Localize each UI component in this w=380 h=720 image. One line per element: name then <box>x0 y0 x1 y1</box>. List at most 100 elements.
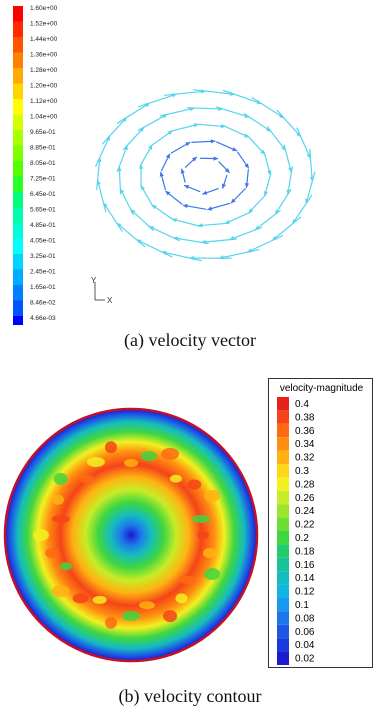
vector-arrow <box>274 188 292 215</box>
scale-swatch <box>13 161 23 177</box>
contour-patch <box>92 595 107 604</box>
vector-arrow <box>102 116 128 145</box>
scale-swatch <box>13 114 23 130</box>
vector-arrowhead <box>229 236 235 241</box>
legend-label: 0.06 <box>295 627 315 638</box>
scale-label: 8.85e-01 <box>30 145 56 152</box>
vector-arrow <box>215 106 250 118</box>
legend-swatch <box>277 410 289 424</box>
scale-swatch <box>13 316 23 325</box>
scale-label: 4.05e-01 <box>30 238 56 245</box>
scale-swatch <box>13 83 23 99</box>
contour-patch <box>78 474 95 483</box>
scale-label: 1.52e+00 <box>30 21 58 28</box>
vector-arrow <box>151 204 175 222</box>
scale-label: 9.65e-01 <box>30 129 56 136</box>
contour-patch <box>124 459 138 467</box>
legend-label: 0.22 <box>295 520 315 531</box>
scale-swatch <box>13 6 23 22</box>
vector-arrow <box>137 93 177 108</box>
vector-arrowhead <box>244 183 250 188</box>
contour-patch <box>197 531 209 539</box>
contour-patch <box>33 529 49 541</box>
legend-label: 0.3 <box>295 466 309 477</box>
contour-patch <box>104 441 117 454</box>
legend-swatch <box>277 584 289 598</box>
axis-y-label: Y <box>91 276 97 285</box>
contour-patch <box>163 610 178 623</box>
vector-arrow <box>161 251 202 262</box>
contour-patch <box>45 548 60 559</box>
legend-swatch <box>277 638 289 652</box>
vector-arrow <box>130 208 155 232</box>
vector-arrowhead <box>167 130 173 136</box>
vector-arrowhead <box>197 223 203 228</box>
vector-arrow <box>97 179 107 213</box>
contour-patches <box>33 441 221 629</box>
vector-arrow <box>118 166 122 195</box>
legend-swatch <box>277 571 289 585</box>
velocity-color-scale: 1.60e+00 1.52e+00 1.44e+00 1.36e+00 1.28e+00… <box>13 5 58 325</box>
vector-arrowhead <box>165 153 170 159</box>
scale-swatch <box>13 254 23 270</box>
scale-swatch <box>13 130 23 146</box>
legend-label: 0.2 <box>295 533 309 544</box>
vector-arrow <box>276 109 302 138</box>
vector-arrowhead <box>138 164 144 169</box>
vector-arrowhead <box>244 163 249 169</box>
scale-swatch <box>13 145 23 161</box>
vector-arrow <box>164 90 206 96</box>
vector-arrow <box>266 126 287 152</box>
vector-arrowhead <box>224 168 230 173</box>
scale-label: 7.25e-01 <box>30 176 56 183</box>
scale-label: 1.44e+00 <box>30 36 58 43</box>
contour-patch <box>52 494 65 505</box>
contour-patch <box>141 451 158 462</box>
legend-swatch <box>277 397 289 411</box>
scale-label: 1.28e+00 <box>30 67 58 74</box>
vector-arrowhead <box>210 139 216 144</box>
axis-x-label: X <box>107 296 113 305</box>
contour-patch <box>53 472 68 485</box>
legend-swatch <box>277 504 289 518</box>
vector-arrowhead <box>189 255 195 261</box>
scale-swatch <box>13 238 23 254</box>
vector-arrow <box>254 209 281 231</box>
legend-label: 0.04 <box>295 640 315 651</box>
contour-patch <box>169 474 182 483</box>
velocity-contour-figure <box>3 407 259 663</box>
vector-arrowhead <box>231 198 236 204</box>
vector-arrow <box>193 89 235 95</box>
scale-label: 1.60e+00 <box>30 5 58 12</box>
vector-arrowhead <box>172 218 177 223</box>
legend-label: 0.18 <box>295 546 315 557</box>
vector-arrow <box>149 130 173 147</box>
scale-label: 8.05e-01 <box>30 160 56 167</box>
legend-swatch <box>277 517 289 531</box>
vector-arrow <box>222 89 262 105</box>
legend-swatch <box>277 624 289 639</box>
vector-arrowhead <box>221 183 227 189</box>
legend-label: 0.08 <box>295 613 315 624</box>
vector-arrowhead <box>213 156 219 161</box>
scale-label: 6.45e-01 <box>30 191 56 198</box>
contour-patch <box>178 575 197 584</box>
velocity-magnitude-legend: velocity-magnitude 0.4 0.38 0.36 0.34 0.32 0.… <box>268 378 373 668</box>
legend-title: velocity-magnitude <box>279 383 364 394</box>
contour-patch <box>72 593 89 604</box>
vector-arrowhead <box>140 185 146 191</box>
legend-label: 0.12 <box>295 587 315 598</box>
legend-label: 0.24 <box>295 506 315 517</box>
legend-swatch <box>277 437 289 451</box>
scale-swatch <box>13 176 23 192</box>
velocity-vector-field <box>94 89 316 262</box>
legend-swatch <box>277 490 289 505</box>
vector-arrow <box>94 135 111 167</box>
vector-arrow <box>119 188 134 216</box>
legend-swatch <box>277 611 289 625</box>
vector-arrow <box>116 222 146 248</box>
legend-label: 0.02 <box>295 654 315 665</box>
legend-swatch <box>277 531 289 545</box>
contour-patch <box>204 568 221 581</box>
vector-arrowhead <box>191 156 197 162</box>
